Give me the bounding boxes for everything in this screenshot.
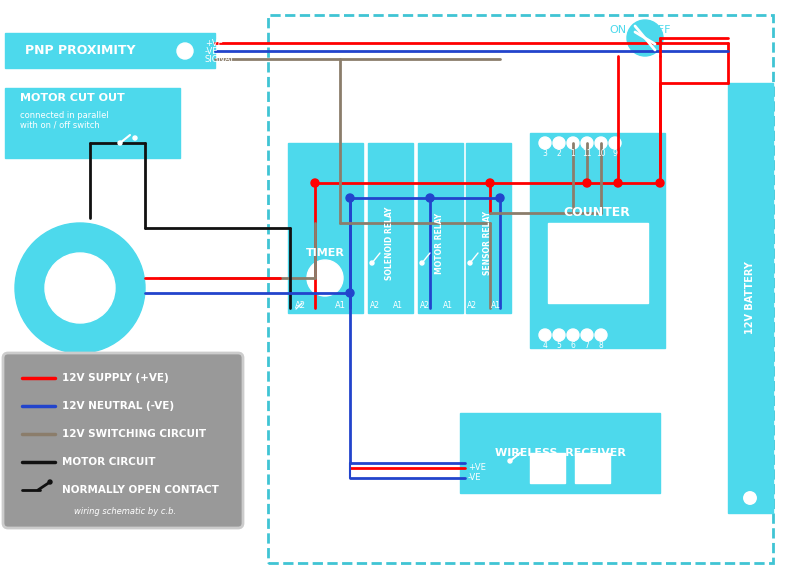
Circle shape xyxy=(177,43,193,59)
Text: 6: 6 xyxy=(570,340,575,350)
Text: -VE: -VE xyxy=(468,473,481,482)
Text: 1: 1 xyxy=(570,148,575,158)
Bar xyxy=(575,453,610,483)
Circle shape xyxy=(118,141,122,145)
Text: with on / off switch: with on / off switch xyxy=(20,120,99,129)
Circle shape xyxy=(581,329,593,341)
Circle shape xyxy=(307,260,343,296)
Text: 2: 2 xyxy=(556,148,562,158)
Text: MOTOR RELAY: MOTOR RELAY xyxy=(436,213,444,273)
Circle shape xyxy=(553,329,565,341)
Circle shape xyxy=(614,179,622,187)
Circle shape xyxy=(486,179,494,187)
Circle shape xyxy=(583,179,591,187)
Text: 12V SUPPLY (+VE): 12V SUPPLY (+VE) xyxy=(62,373,169,383)
Bar xyxy=(530,453,565,483)
Text: A2: A2 xyxy=(467,300,477,309)
Bar xyxy=(268,15,773,563)
Circle shape xyxy=(45,253,115,323)
Circle shape xyxy=(656,179,664,187)
Text: A2: A2 xyxy=(294,300,305,309)
Text: WIRELESS  RECEIVER: WIRELESS RECEIVER xyxy=(495,448,626,458)
Circle shape xyxy=(346,289,354,297)
Text: 3: 3 xyxy=(543,148,548,158)
Text: OFF: OFF xyxy=(649,25,671,35)
Text: 5: 5 xyxy=(556,340,562,350)
Text: +VE: +VE xyxy=(205,38,222,48)
Circle shape xyxy=(567,329,579,341)
Text: A1: A1 xyxy=(491,300,501,309)
Text: +VE: +VE xyxy=(468,464,486,473)
Text: SOLENOID: SOLENOID xyxy=(44,356,116,370)
Text: -VE: -VE xyxy=(205,46,219,56)
Text: 12V BATTERY: 12V BATTERY xyxy=(745,261,755,335)
Text: 9: 9 xyxy=(612,148,618,158)
Bar xyxy=(418,143,463,313)
Circle shape xyxy=(581,137,593,149)
Text: SIGNAL: SIGNAL xyxy=(205,54,236,64)
Bar xyxy=(548,223,648,303)
Text: ON: ON xyxy=(609,25,626,35)
Text: A2: A2 xyxy=(420,300,430,309)
Circle shape xyxy=(468,261,472,265)
Circle shape xyxy=(311,179,319,187)
Text: 10: 10 xyxy=(596,148,606,158)
Text: A1: A1 xyxy=(393,300,403,309)
Text: SOLENOID RELAY: SOLENOID RELAY xyxy=(386,206,394,280)
Text: 4: 4 xyxy=(543,340,548,350)
Circle shape xyxy=(595,329,607,341)
Text: connected in parallel: connected in parallel xyxy=(20,111,109,120)
Circle shape xyxy=(539,137,551,149)
Circle shape xyxy=(567,137,579,149)
Text: PNP PROXIMITY: PNP PROXIMITY xyxy=(24,45,135,57)
Circle shape xyxy=(496,194,504,202)
Text: MOTOR CUT OUT: MOTOR CUT OUT xyxy=(20,93,125,103)
Text: 12V SWITCHING CIRCUIT: 12V SWITCHING CIRCUIT xyxy=(62,429,206,439)
Bar xyxy=(466,143,511,313)
Text: wiring schematic by c.b.: wiring schematic by c.b. xyxy=(74,507,176,516)
Text: 8: 8 xyxy=(599,340,604,350)
Circle shape xyxy=(742,490,758,506)
Circle shape xyxy=(133,136,137,140)
Bar xyxy=(5,33,215,68)
FancyBboxPatch shape xyxy=(3,353,243,528)
Circle shape xyxy=(48,480,52,484)
Text: 12V NEUTRAL (-VE): 12V NEUTRAL (-VE) xyxy=(62,401,174,411)
Circle shape xyxy=(627,20,663,56)
Bar xyxy=(368,143,413,313)
Text: 7: 7 xyxy=(585,340,589,350)
Circle shape xyxy=(370,261,374,265)
Text: A2: A2 xyxy=(370,300,380,309)
Circle shape xyxy=(15,223,145,353)
Bar xyxy=(728,83,773,513)
Text: A1: A1 xyxy=(443,300,453,309)
Text: A1: A1 xyxy=(335,300,346,309)
Circle shape xyxy=(595,137,607,149)
Circle shape xyxy=(553,137,565,149)
Text: NORMALLY OPEN CONTACT: NORMALLY OPEN CONTACT xyxy=(62,485,219,495)
Text: 11: 11 xyxy=(582,148,592,158)
Circle shape xyxy=(508,459,512,463)
Text: SENSOR RELAY: SENSOR RELAY xyxy=(484,211,492,275)
Bar xyxy=(460,413,660,493)
Circle shape xyxy=(609,137,621,149)
Circle shape xyxy=(420,261,424,265)
Circle shape xyxy=(346,194,354,202)
Bar xyxy=(288,143,363,313)
Circle shape xyxy=(539,329,551,341)
Bar xyxy=(530,133,665,348)
Text: TIMER: TIMER xyxy=(305,248,345,258)
Text: MOTOR CIRCUIT: MOTOR CIRCUIT xyxy=(62,457,155,467)
Circle shape xyxy=(426,194,434,202)
Bar xyxy=(5,88,180,158)
Text: COUNTER: COUNTER xyxy=(563,206,630,219)
